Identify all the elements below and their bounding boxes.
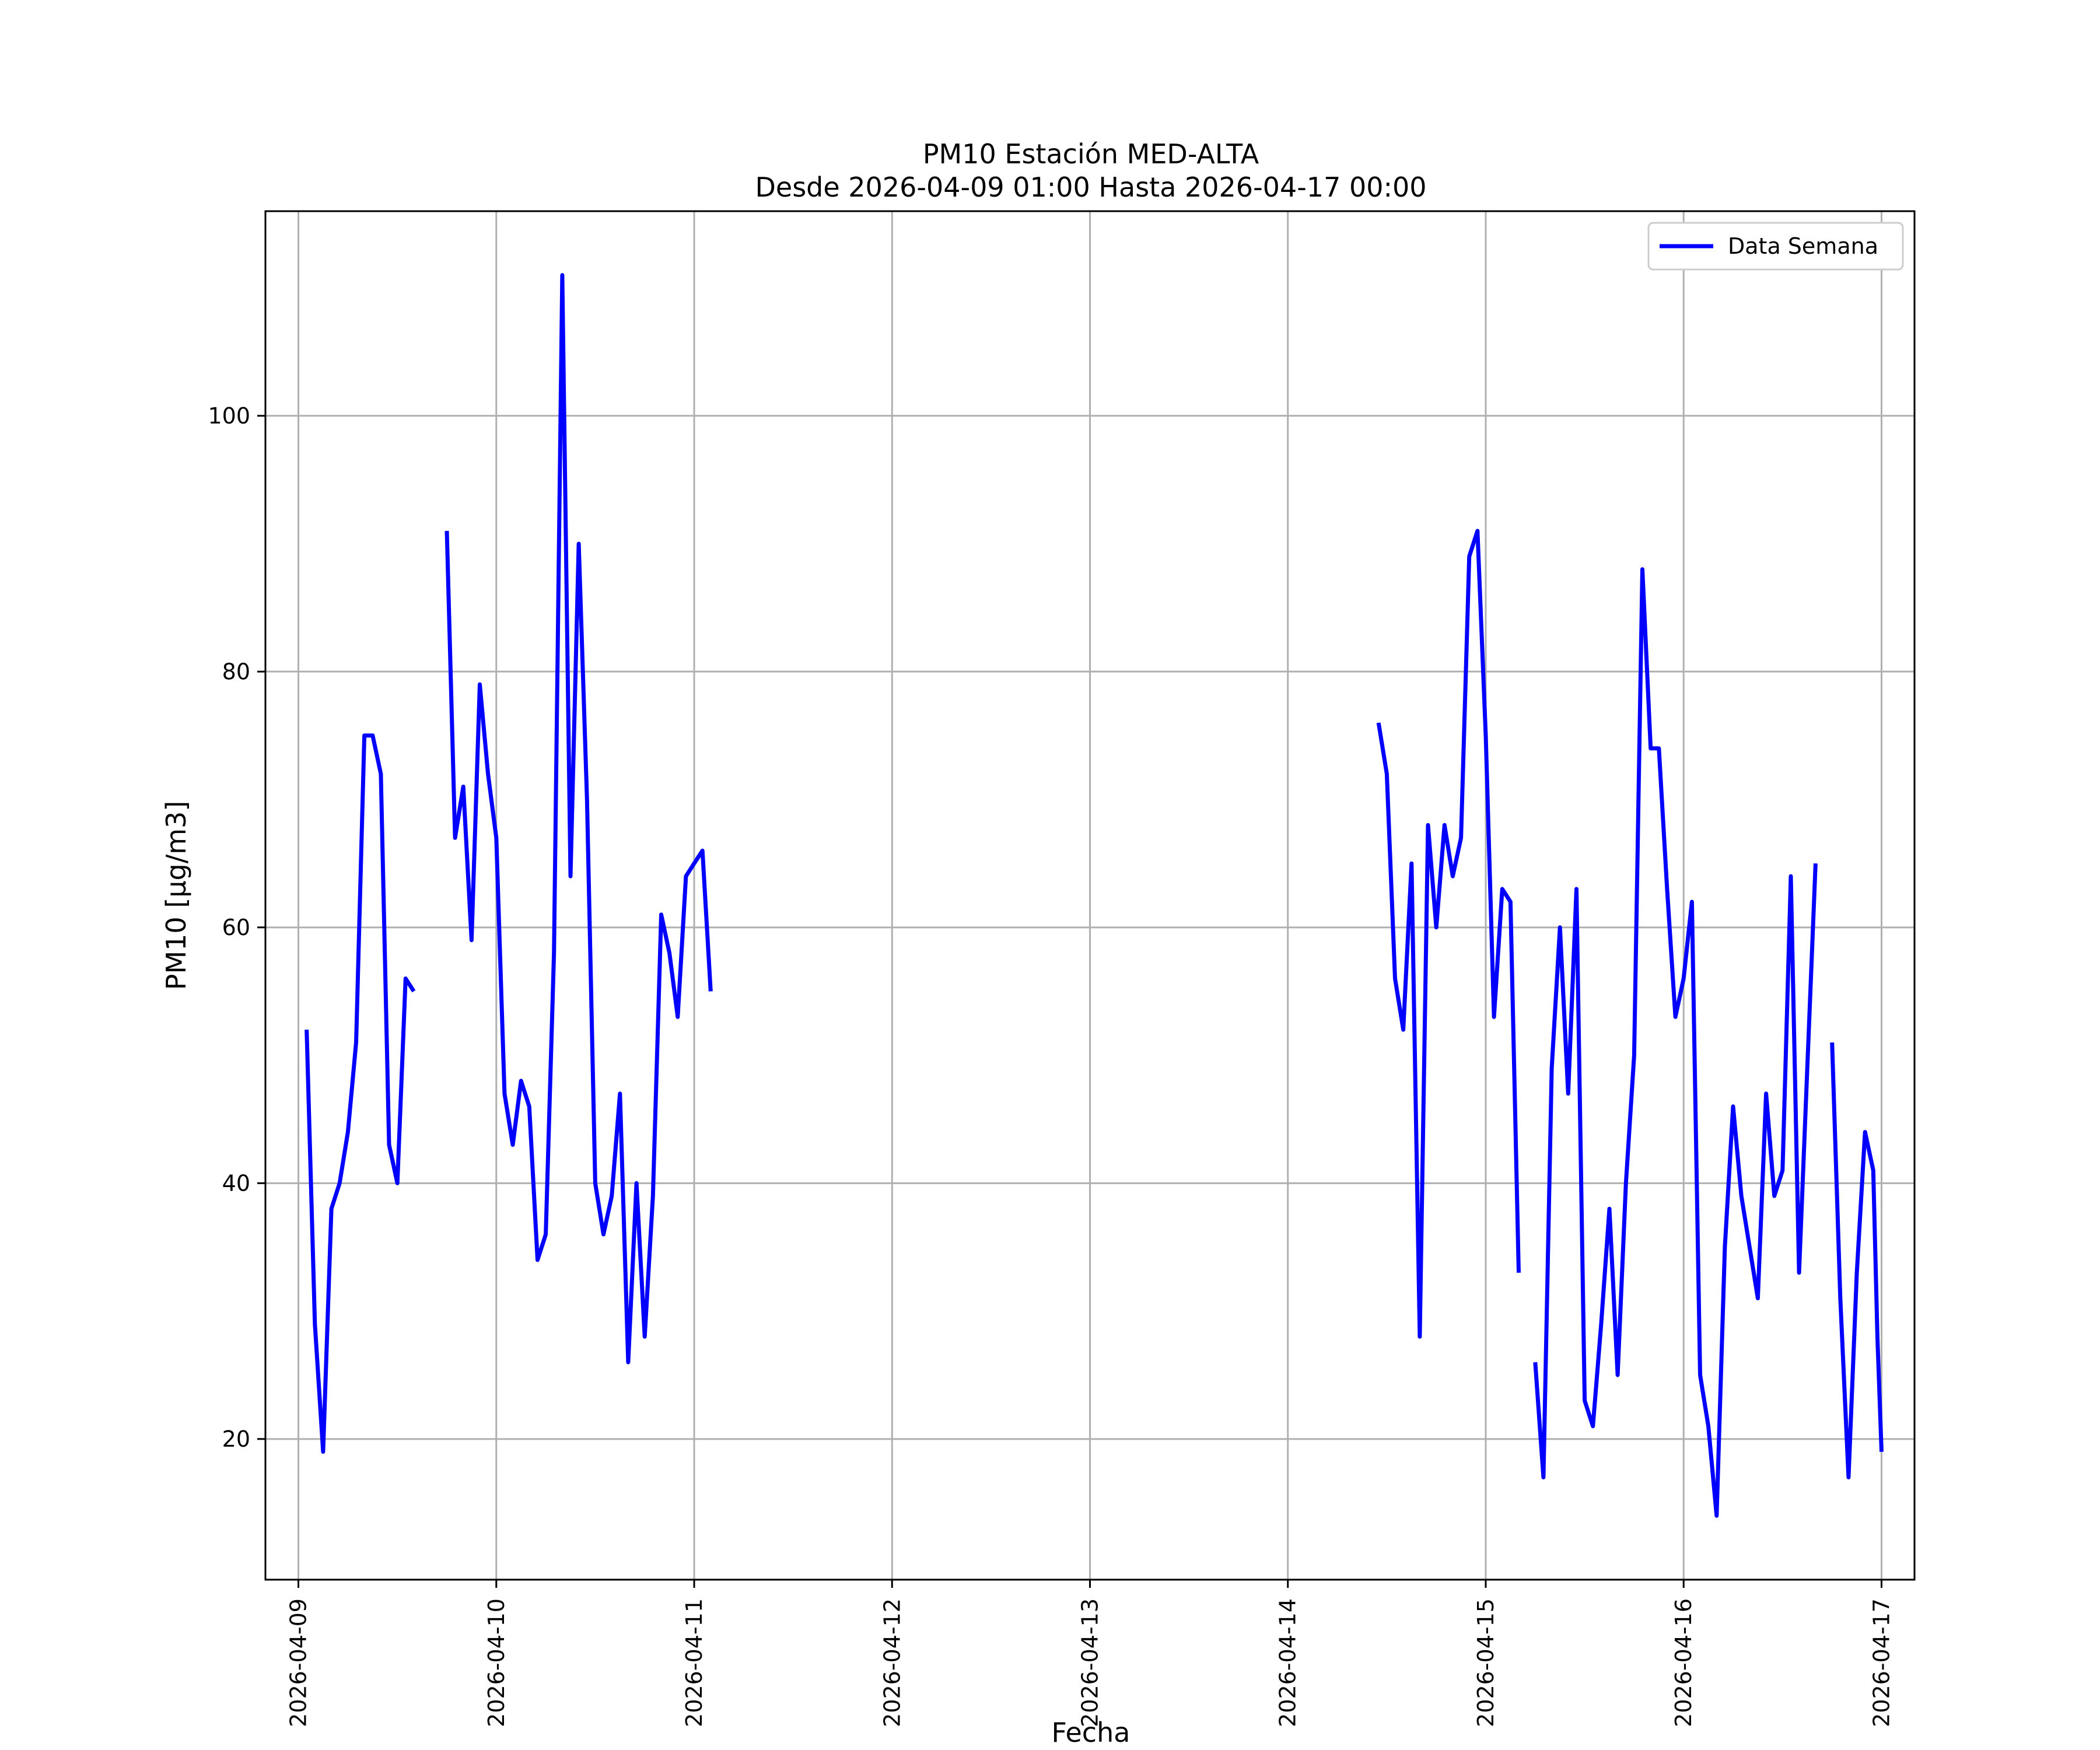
series-line-segment bbox=[304, 733, 416, 1454]
x-tick-label: 2026-04-10 bbox=[484, 1598, 509, 1727]
x-tick-label: 2026-04-14 bbox=[1275, 1598, 1301, 1727]
gridlines bbox=[265, 211, 1915, 1580]
x-tick-label: 2026-04-16 bbox=[1671, 1598, 1696, 1727]
series-line-segment bbox=[1830, 1042, 1884, 1480]
legend: Data Semana bbox=[1647, 222, 1904, 271]
legend-label: Data Semana bbox=[1728, 233, 1878, 259]
x-tick-label: 2026-04-13 bbox=[1077, 1598, 1103, 1727]
y-axis-label: PM10 [μg/m3] bbox=[160, 801, 192, 991]
x-tick-label: 2026-04-15 bbox=[1473, 1598, 1499, 1727]
x-tick-label: 2026-04-17 bbox=[1868, 1598, 1894, 1727]
series-line-segment bbox=[444, 273, 713, 1364]
chart-title: PM10 Estación MED-ALTA bbox=[923, 138, 1259, 170]
series-line-segment bbox=[1533, 567, 1818, 1518]
x-axis-ticks: 2026-04-09 2026-04-10 2026-04-11 2026-04-12… bbox=[286, 1580, 1894, 1727]
y-tick-label: 40 bbox=[222, 1170, 250, 1196]
y-axis-ticks: 20 40 60 80 100 bbox=[208, 403, 265, 1452]
plot-frame bbox=[264, 210, 1916, 1581]
series-line-segment bbox=[1376, 528, 1521, 1339]
y-tick-label: 80 bbox=[222, 659, 250, 684]
x-tick-label: 2026-04-11 bbox=[681, 1598, 707, 1727]
x-tick-label: 2026-04-09 bbox=[286, 1598, 312, 1727]
legend-box bbox=[1647, 222, 1904, 271]
y-tick-label: 60 bbox=[222, 915, 250, 940]
x-axis-label: Fecha bbox=[1052, 1717, 1130, 1748]
y-tick-label: 20 bbox=[222, 1426, 250, 1452]
y-tick-label: 100 bbox=[208, 403, 250, 429]
chart-subtitle: Desde 2026-04-09 01:00 Hasta 2026-04-17 … bbox=[755, 172, 1426, 203]
x-tick-label: 2026-04-12 bbox=[879, 1598, 905, 1727]
series-group bbox=[304, 273, 1884, 1518]
